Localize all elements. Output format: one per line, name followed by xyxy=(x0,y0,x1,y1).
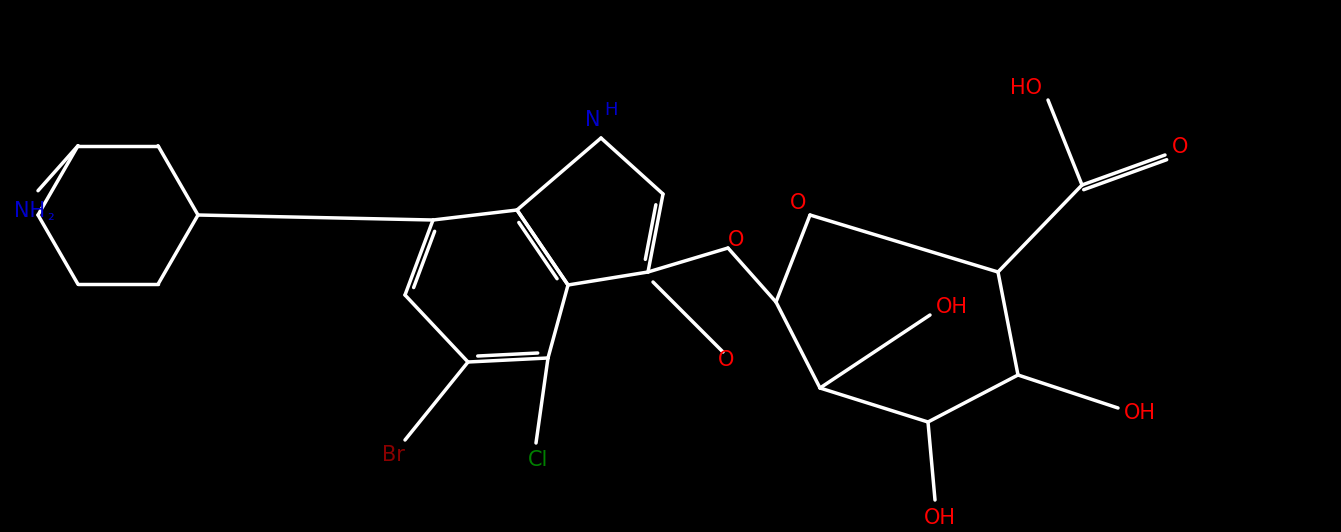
Text: O: O xyxy=(728,230,744,250)
Text: HO: HO xyxy=(1010,78,1042,98)
Text: Cl: Cl xyxy=(528,450,548,470)
Text: ₂: ₂ xyxy=(48,206,55,224)
Text: O: O xyxy=(717,350,734,370)
Text: O: O xyxy=(1172,137,1188,157)
Text: OH: OH xyxy=(936,297,968,317)
Text: OH: OH xyxy=(1124,403,1156,423)
Text: OH: OH xyxy=(924,508,956,528)
Text: N: N xyxy=(585,110,601,130)
Text: Br: Br xyxy=(382,445,405,465)
Text: O: O xyxy=(790,193,806,213)
Text: NH: NH xyxy=(15,201,46,221)
Text: H: H xyxy=(605,101,618,119)
